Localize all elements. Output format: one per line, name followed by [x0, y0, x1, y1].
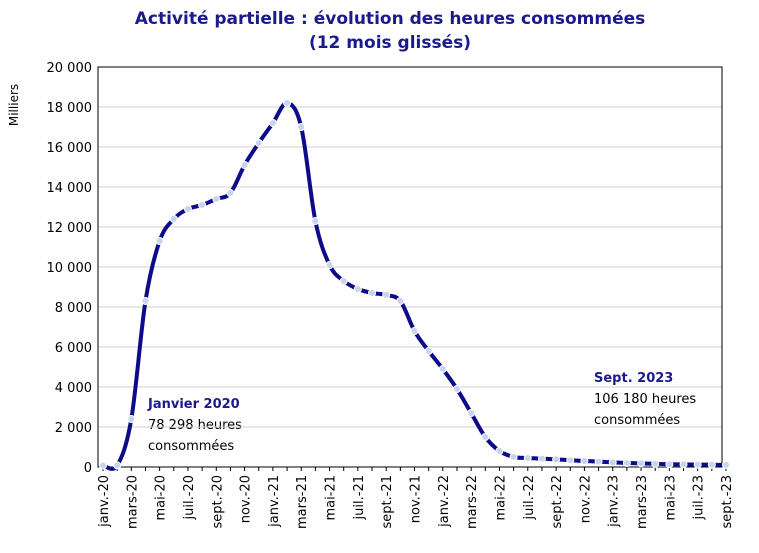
x-tick-label: mars-20 — [125, 475, 140, 529]
y-tick-label: 2 000 — [55, 421, 92, 436]
y-tick-label: 0 — [84, 461, 92, 476]
point — [382, 291, 391, 299]
y-tick-label: 8 000 — [55, 301, 92, 316]
point — [226, 189, 235, 197]
point — [452, 385, 461, 393]
x-tick-label: juil.-20 — [182, 475, 197, 520]
point — [679, 460, 688, 469]
annotation-text: 78 298 heures — [148, 418, 242, 433]
point — [580, 457, 589, 465]
x-tick-label: mai-20 — [154, 475, 169, 520]
point — [566, 456, 575, 465]
annotation-text: consommées — [594, 413, 680, 428]
point — [325, 261, 334, 269]
chart-title: Activité partielle : évolution des heure… — [135, 9, 646, 29]
x-tick-label: nov.-22 — [578, 475, 593, 523]
point — [651, 459, 660, 468]
point — [353, 285, 362, 293]
x-tick-label: mai-21 — [324, 475, 339, 520]
point — [424, 347, 433, 355]
x-tick-label: sept.-23 — [720, 475, 735, 529]
point — [297, 123, 306, 131]
point — [212, 195, 221, 203]
annotation-text: consommées — [148, 439, 234, 454]
y-tick-label: 14 000 — [47, 181, 93, 196]
x-tick-label: juil.-23 — [692, 475, 707, 520]
point — [495, 447, 504, 455]
x-tick-label: juil.-21 — [352, 475, 367, 520]
x-tick-label: mai-23 — [663, 475, 678, 520]
x-tick-label: mars-21 — [295, 475, 310, 529]
point — [113, 461, 122, 470]
y-axis-label: Milliers — [7, 84, 21, 126]
point — [552, 455, 561, 464]
x-tick-label: sept.-21 — [380, 475, 395, 529]
x-tick-label: mars-22 — [465, 475, 480, 529]
x-tick-label: nov.-20 — [239, 475, 254, 523]
point — [169, 215, 178, 223]
y-tick-label: 12 000 — [47, 221, 93, 236]
point — [141, 297, 150, 305]
x-tick-label: janv.-23 — [607, 475, 622, 528]
x-tick-label: sept.-20 — [210, 475, 225, 529]
point — [283, 99, 292, 107]
plot-frame — [97, 66, 723, 468]
point — [396, 297, 405, 305]
y-tick-label: 20 000 — [47, 61, 93, 76]
y-tick-label: 18 000 — [47, 101, 93, 116]
point — [537, 454, 546, 463]
point — [481, 433, 490, 441]
y-tick-label: 16 000 — [47, 141, 93, 156]
point — [467, 409, 476, 417]
x-tick-label: sept.-22 — [550, 475, 565, 529]
x-tick-label: janv.-21 — [267, 475, 282, 528]
point — [311, 217, 320, 225]
annotation-title: Janvier 2020 — [147, 397, 240, 412]
point — [594, 457, 603, 466]
point — [523, 454, 532, 462]
y-tick-label: 4 000 — [55, 381, 92, 396]
point — [608, 458, 617, 467]
point — [368, 289, 377, 297]
x-tick-label: juil.-22 — [522, 475, 537, 520]
x-tick-label: janv.-22 — [437, 475, 452, 528]
y-tick-label: 10 000 — [47, 261, 93, 276]
y-tick-label: 6 000 — [55, 341, 92, 356]
point — [198, 201, 207, 209]
point — [707, 460, 716, 469]
point — [438, 365, 447, 373]
x-tick-label: mars-23 — [635, 475, 650, 529]
point — [410, 327, 419, 335]
annotation-title: Sept. 2023 — [594, 371, 673, 386]
x-tick-label: mai-22 — [493, 475, 508, 520]
point — [509, 453, 518, 461]
annotation-text: 106 180 heures — [594, 392, 696, 407]
x-tick-label: janv.-20 — [97, 475, 112, 528]
point — [268, 119, 277, 127]
point — [622, 459, 631, 467]
point — [693, 460, 702, 469]
point — [127, 415, 136, 423]
point — [240, 161, 249, 169]
point — [665, 460, 674, 469]
point — [339, 277, 348, 285]
point — [722, 460, 730, 469]
point — [99, 461, 107, 470]
x-tick-label: nov.-21 — [409, 475, 424, 523]
point — [637, 459, 646, 468]
point — [155, 237, 164, 245]
chart-title: (12 mois glissés) — [309, 33, 471, 53]
point — [183, 205, 192, 213]
point — [254, 139, 263, 147]
